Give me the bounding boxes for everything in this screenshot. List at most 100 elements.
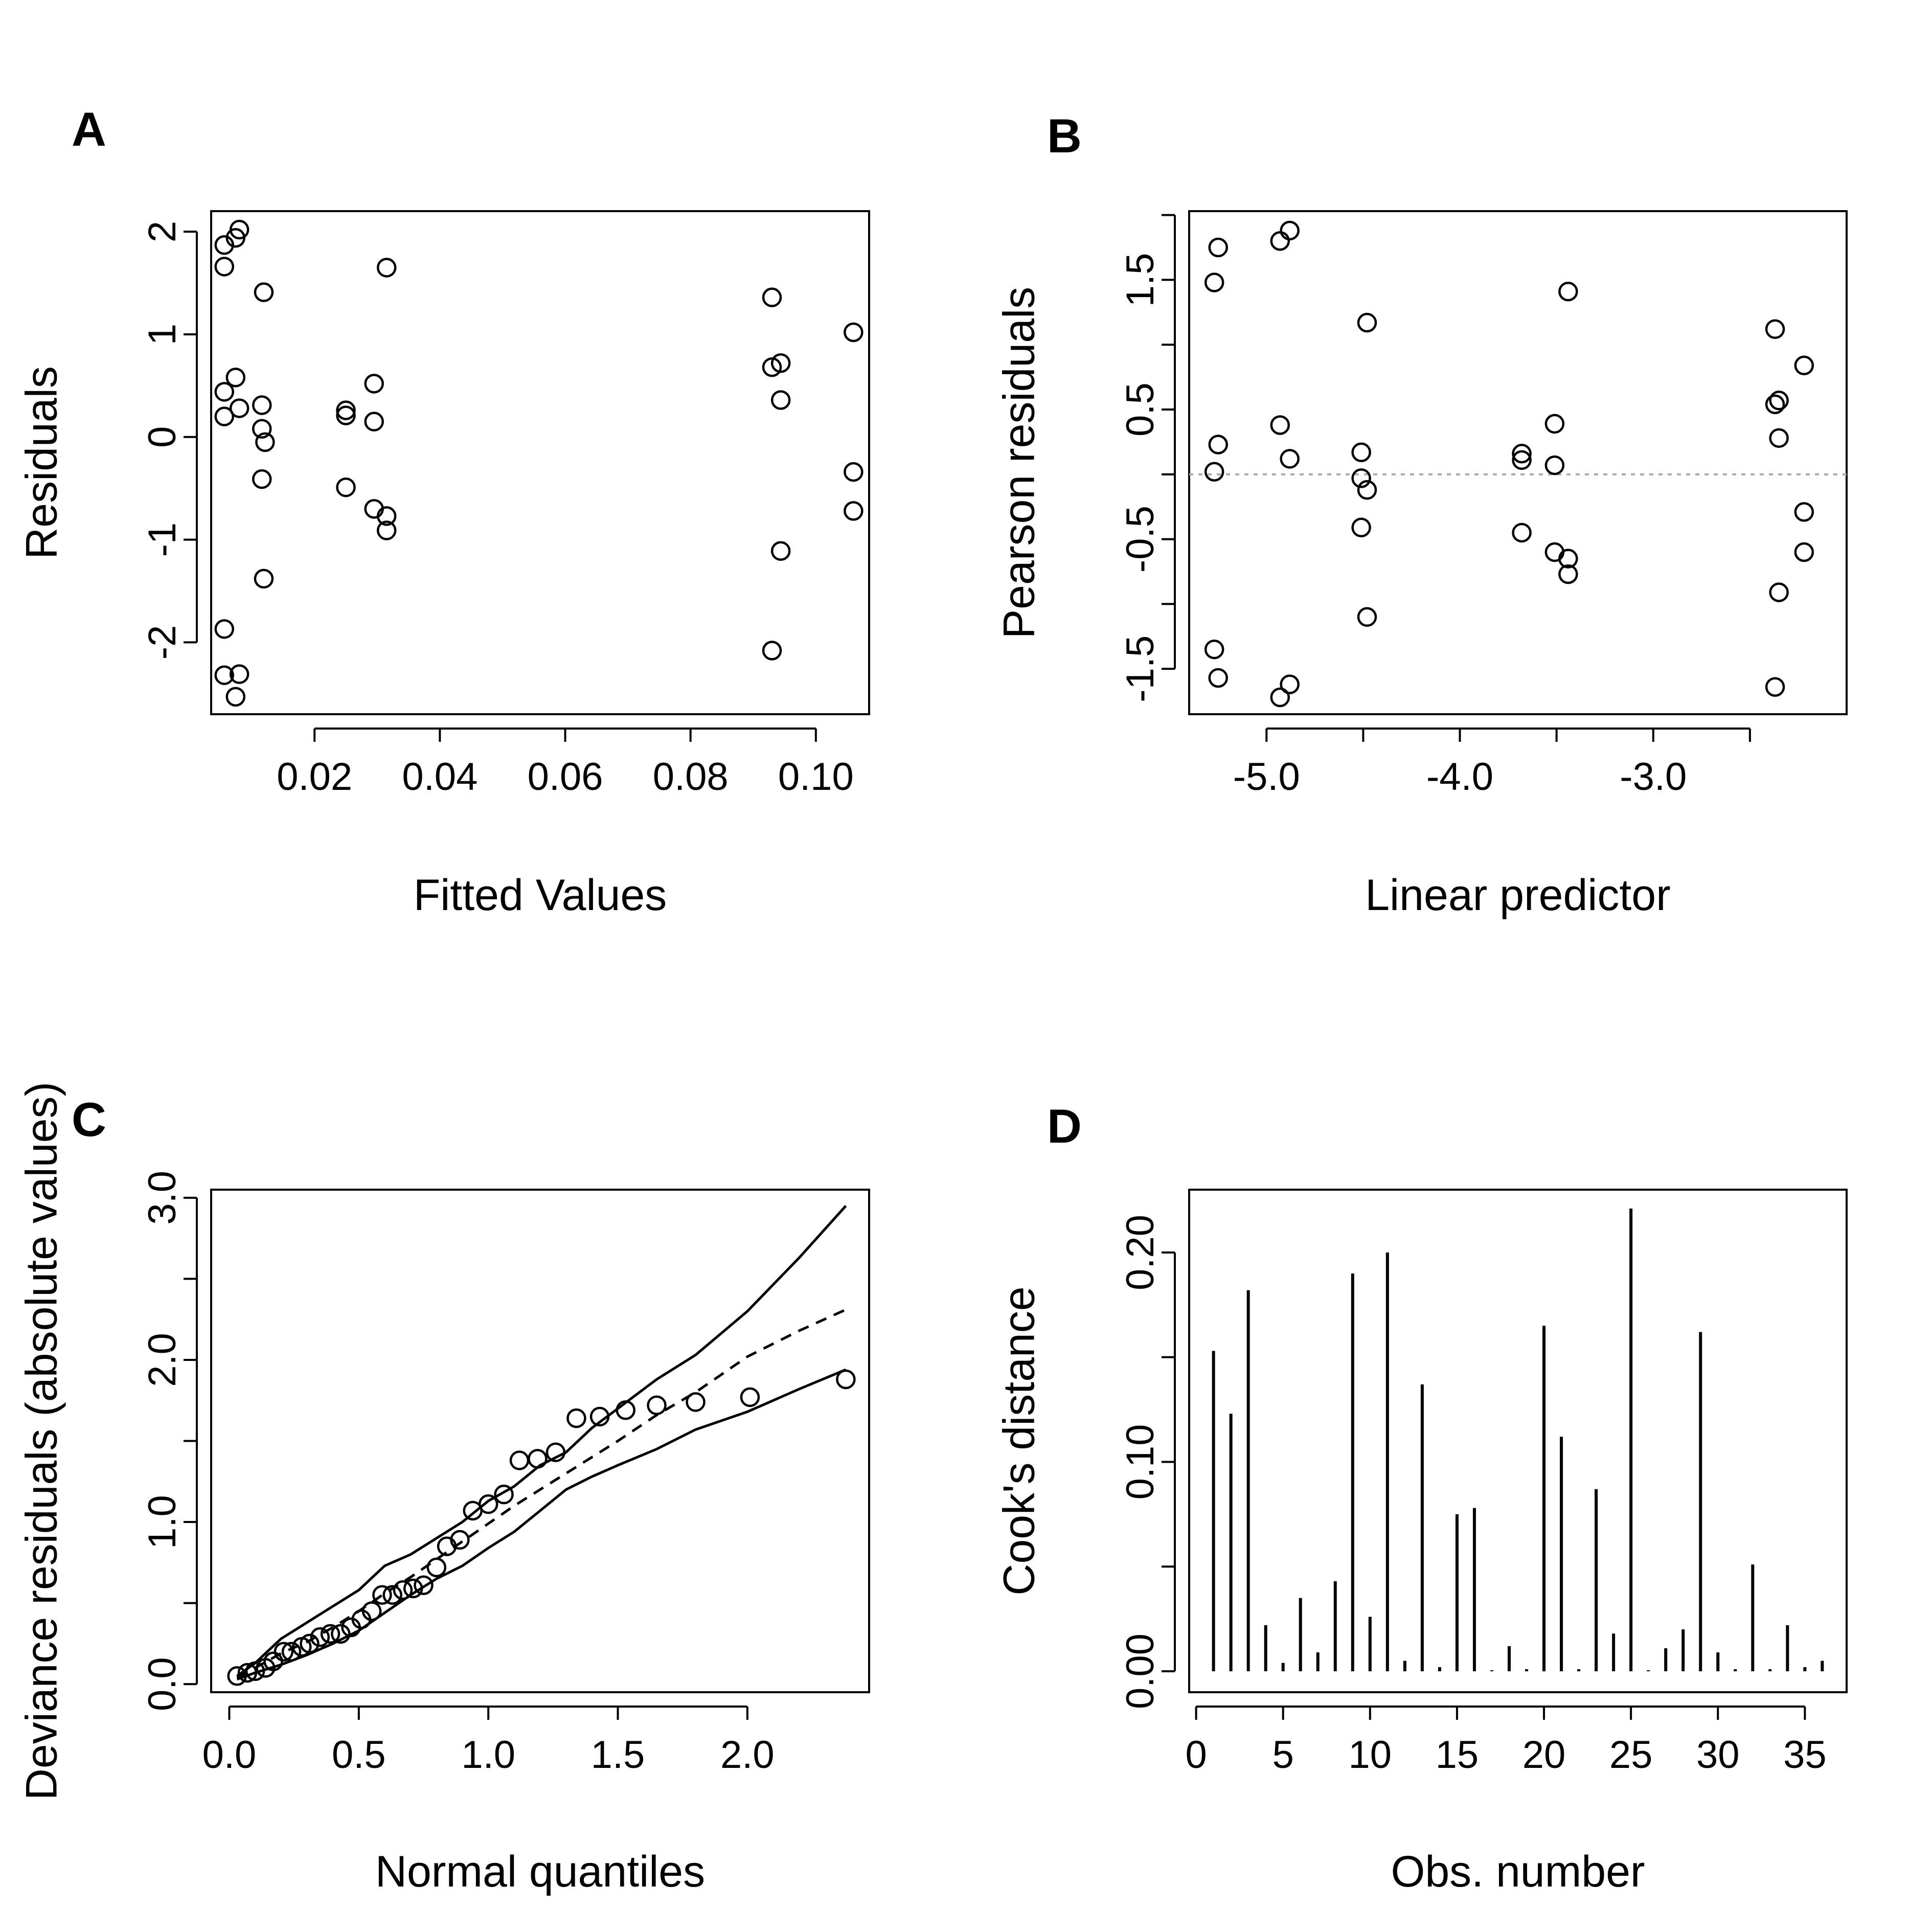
data-point-b <box>1794 355 1814 376</box>
data-point-b <box>1280 220 1300 241</box>
y-tick-label-a: -1 <box>141 522 184 557</box>
data-point-a <box>376 506 397 526</box>
x-axis-title-d: Obs. number <box>1391 1847 1645 1896</box>
data-point-b <box>1204 639 1224 660</box>
y-tick-label-d: 0.20 <box>1119 1215 1162 1290</box>
data-point-c <box>589 1406 610 1427</box>
data-point-a <box>214 406 234 426</box>
data-point-b <box>1357 607 1377 627</box>
data-point-a <box>255 432 275 452</box>
data-point-b <box>1357 480 1377 500</box>
data-point-b <box>1208 435 1228 454</box>
data-point-c <box>393 1580 413 1600</box>
x-tick-label-c: 0.5 <box>332 1733 386 1777</box>
panel-a: A 0.02 0.04 0.06 0.08 0.10 -2 -1 0 1 2 Fitted Valu… <box>17 102 870 920</box>
data-point-a <box>336 405 356 425</box>
data-point-a <box>376 258 397 278</box>
data-point-b <box>1357 312 1377 333</box>
data-point-b <box>1351 517 1371 538</box>
x-axis-title-a: Fitted Values <box>414 871 667 920</box>
data-point-b <box>1765 394 1785 415</box>
y-tick-label-b: -1.5 <box>1119 635 1162 702</box>
data-point-b <box>1769 391 1789 411</box>
data-point-b <box>1270 231 1290 251</box>
panel-d: D 0 5 10 15 20 25 30 35 0.00 0.10 0.20 Obs. number C… <box>995 1099 1848 1896</box>
data-point-b <box>1769 582 1789 602</box>
data-point-b <box>1512 450 1532 470</box>
data-point-a <box>364 412 384 431</box>
x-tick-label-d: 30 <box>1696 1733 1740 1777</box>
data-point-a <box>770 353 791 373</box>
plot-frame-b <box>1188 210 1848 715</box>
x-tick-label-c: 1.5 <box>591 1733 645 1777</box>
data-point-b <box>1765 319 1785 339</box>
data-point-a <box>762 287 782 307</box>
x-tick-label-b: -5.0 <box>1233 755 1300 799</box>
y-tick-label-c: 2.0 <box>141 1333 184 1387</box>
x-tick-label-a: 0.06 <box>528 755 603 799</box>
data-point-c <box>227 1666 247 1686</box>
x-tick-label-d: 35 <box>1783 1733 1827 1777</box>
data-point-c <box>740 1387 760 1407</box>
data-point-a <box>762 641 782 661</box>
plot-frame-a <box>210 210 870 715</box>
x-tick-label-c: 1.0 <box>461 1733 515 1777</box>
data-point-a <box>336 400 356 420</box>
data-point-a <box>229 398 249 418</box>
data-point-a <box>252 395 272 415</box>
data-point-a <box>844 462 863 482</box>
x-tick-label-d: 15 <box>1436 1733 1479 1777</box>
x-tick-label-a: 0.04 <box>402 755 478 799</box>
panel-letter-a: A <box>72 102 106 156</box>
x-tick-label-d: 10 <box>1349 1733 1392 1777</box>
panel-letter-b: B <box>1047 109 1082 163</box>
data-point-c <box>494 1484 514 1505</box>
data-point-c <box>478 1494 498 1514</box>
y-tick-label-c: 1.0 <box>141 1495 184 1549</box>
data-point-b <box>1351 442 1371 462</box>
data-point-a <box>229 219 249 240</box>
data-point-b <box>1270 687 1290 708</box>
data-point-c <box>237 1663 258 1683</box>
data-point-c <box>509 1450 530 1470</box>
data-point-c <box>450 1530 470 1550</box>
y-tick-label-a: -2 <box>141 625 184 660</box>
data-point-b <box>1208 237 1228 258</box>
y-axis-title-b: Pearson residuals <box>995 287 1044 639</box>
y-tick-label-a: 0 <box>141 426 184 448</box>
x-tick-label-a: 0.10 <box>778 755 854 799</box>
x-tick-label-d: 20 <box>1522 1733 1566 1777</box>
x-tick-label-d: 0 <box>1185 1733 1207 1777</box>
panel-c: C 0.0 0.5 1.0 1.5 2.0 0.0 1.0 2.0 3.0 Normal quan… <box>17 1082 870 1896</box>
x-tick-label-a: 0.02 <box>277 755 352 799</box>
data-point-a <box>214 619 234 639</box>
x-axis-title-c: Normal quantiles <box>375 1847 705 1896</box>
x-tick-label-b: -4.0 <box>1426 755 1493 799</box>
data-point-c <box>545 1442 566 1462</box>
data-point-c <box>647 1395 667 1415</box>
data-point-c <box>686 1392 706 1412</box>
x-tick-label-d: 5 <box>1272 1733 1294 1777</box>
y-axis-title-a: Residuals <box>17 366 66 559</box>
y-tick-label-b: -0.5 <box>1119 506 1162 573</box>
data-point-a <box>364 374 384 394</box>
data-point-a <box>214 257 234 277</box>
y-tick-label-d: 0.00 <box>1119 1633 1162 1709</box>
data-point-c <box>414 1575 434 1595</box>
dashed-median-line-c <box>236 1308 847 1679</box>
data-point-b <box>1512 443 1532 464</box>
data-point-c <box>566 1408 586 1428</box>
y-axis-title-c: Deviance residuals (absolute values) <box>17 1082 66 1800</box>
data-point-b <box>1794 502 1814 522</box>
data-point-b <box>1204 462 1224 482</box>
data-point-c <box>281 1642 302 1662</box>
data-point-a <box>252 469 272 489</box>
data-point-a <box>229 664 249 684</box>
data-point-c <box>361 1601 382 1621</box>
x-tick-label-a: 0.08 <box>653 755 729 799</box>
data-point-c <box>403 1578 423 1599</box>
data-point-a <box>252 419 272 439</box>
data-point-c <box>382 1585 402 1605</box>
data-point-b <box>1270 415 1290 435</box>
data-point-c <box>616 1400 635 1420</box>
